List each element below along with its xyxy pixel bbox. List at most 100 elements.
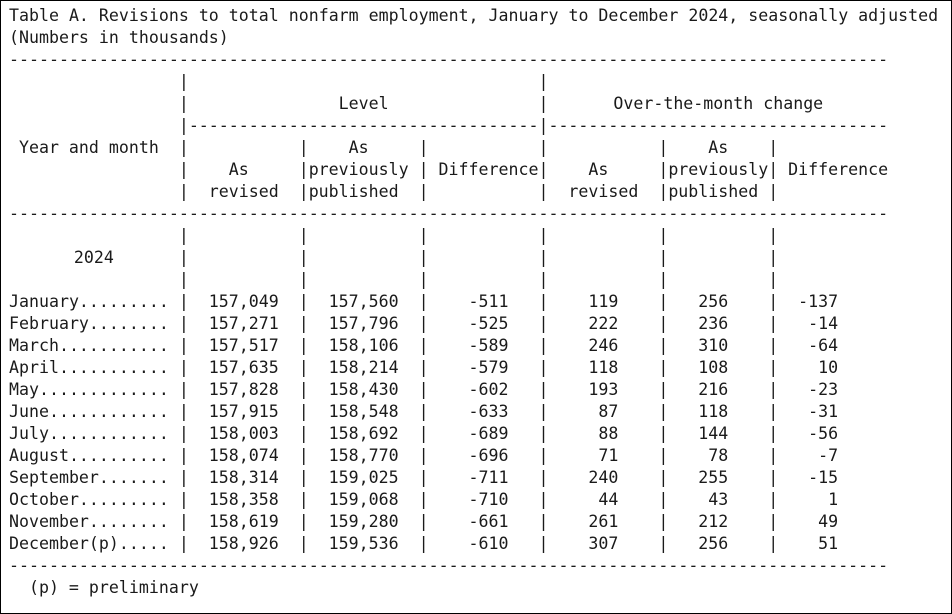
column-divider: | [768,424,779,443]
cell-level-as-previously-published: 158,770 [328,446,399,465]
col-header-otm-previously: previously [668,160,769,179]
cell-level-difference: -511 [468,292,509,311]
cell-otm-difference: 51 [818,534,839,553]
spacer-cell [309,225,419,247]
year-row: 2024 | | | | | | [9,247,951,269]
column-divider: | [418,182,429,201]
column-divider: | [538,512,549,531]
column-divider: | [538,534,549,553]
column-divider: | [538,270,549,289]
spacer-cell [548,225,658,247]
column-divider: | [298,226,309,245]
cell-otm-as-previously-published: 310 [698,336,729,355]
cell-level-difference: -633 [468,402,509,421]
column-divider: | [768,270,779,289]
spacer-cell [189,71,539,93]
column-divider: | [538,72,549,91]
spacer-cell [9,115,179,137]
table-row: August.......... | 158,074 | 158,770 | -… [9,445,951,467]
cell-level-difference: -589 [468,336,509,355]
column-divider: | [658,248,669,267]
table-body-rows: January......... | 157,049 | 157,560 | -… [9,291,951,555]
column-divider: | [418,534,429,553]
column-divider: | [178,424,189,443]
column-divider: | [658,446,669,465]
row-label: May............. [9,380,169,399]
column-divider: | [768,138,779,157]
column-divider: | [178,534,189,553]
column-divider: | [178,248,189,267]
column-divider: | [538,160,549,179]
cell-level-as-previously-published: 158,692 [328,424,399,443]
cell-otm-difference: -15 [808,468,839,487]
cell-level-as-previously-published: 158,548 [328,402,399,421]
column-divider: | [768,182,779,201]
column-divider: | [658,336,669,355]
cell-level-as-previously-published: 159,280 [328,512,399,531]
cell-otm-as-revised: 44 [598,490,619,509]
cell-otm-as-revised: 240 [588,468,619,487]
column-divider: | [418,446,429,465]
spacer-cell [429,181,539,203]
column-divider: | [418,402,429,421]
spacer-cell [189,269,299,291]
col-header-level-previously-as: As [348,138,369,157]
table-row: October......... | 158,358 | 159,068 | -… [9,489,951,511]
cell-level-difference: -661 [468,512,509,531]
cell-otm-difference: -64 [808,336,839,355]
cell-otm-as-revised: 246 [588,336,619,355]
row-label: September....... [9,468,169,487]
column-divider: | [538,358,549,377]
cell-level-as-revised: 157,635 [208,358,279,377]
column-divider: | [768,446,779,465]
cell-level-difference: -710 [468,490,509,509]
row-label: February........ [9,314,169,333]
column-divider: | [538,402,549,421]
column-divider: | [418,292,429,311]
column-divider: | [768,160,779,179]
cell-otm-as-revised: 118 [588,358,619,377]
cell-level-as-revised: 158,074 [208,446,279,465]
column-divider: | [178,116,189,135]
cell-level-as-revised: 158,003 [208,424,279,443]
column-divider: | [298,358,309,377]
cell-otm-as-previously-published: 236 [698,314,729,333]
cell-otm-as-revised: 193 [588,380,619,399]
cell-level-as-revised: 158,358 [208,490,279,509]
col-header-otm-published: published [668,182,759,201]
column-divider: | [768,358,779,377]
cell-otm-difference: -137 [798,292,839,311]
cell-level-as-previously-published: 158,106 [328,336,399,355]
cell-level-as-revised: 157,517 [208,336,279,355]
column-divider: | [768,512,779,531]
cell-level-difference: -602 [468,380,509,399]
column-divider: | [658,380,669,399]
column-divider: | [538,424,549,443]
col-header-otm-difference: Difference [788,160,889,179]
cell-otm-as-revised: 222 [588,314,619,333]
table-row: January......... | 157,049 | 157,560 | -… [9,291,951,313]
table-row: July............ | 158,003 | 158,692 | -… [9,423,951,445]
row-label: December(p)..... [9,534,169,553]
spacer-cell [429,137,539,159]
column-divider: | [768,248,779,267]
table-row: February........ | 157,271 | 157,796 | -… [9,313,951,335]
cell-otm-difference: -56 [808,424,839,443]
column-divider: | [298,424,309,443]
cell-otm-as-revised: 119 [588,292,619,311]
header-sub-row-2: | As | previously | Difference | As | pr… [9,159,951,181]
cell-otm-as-revised: 87 [598,402,619,421]
body-spacer-row: | | | | | | [9,269,951,291]
spacer-cell [9,71,179,93]
row-label: January......... [9,292,169,311]
cell-level-difference: -610 [468,534,509,553]
horizontal-rule-top: ----------------------------------------… [9,50,889,69]
column-divider: | [298,468,309,487]
table-row: November........ | 158,619 | 159,280 | -… [9,511,951,533]
column-divider: | [178,512,189,531]
column-divider: | [298,336,309,355]
column-divider: | [538,182,549,201]
column-divider: | [538,490,549,509]
column-divider: | [178,270,189,289]
spacer-cell [9,181,179,203]
